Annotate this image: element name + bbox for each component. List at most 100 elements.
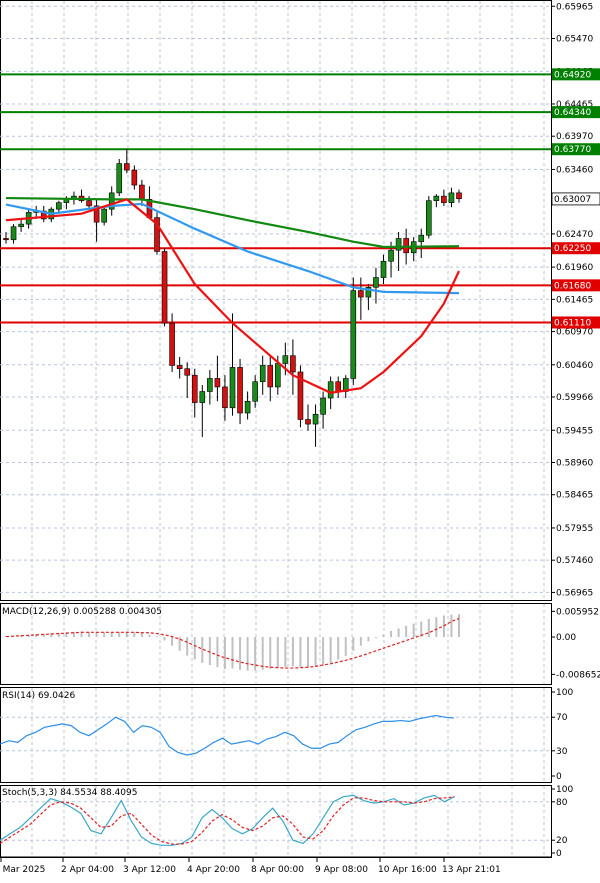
candle-down <box>441 195 447 203</box>
candle-up <box>388 249 394 262</box>
candle-down <box>184 368 190 376</box>
x-tick-label: 2 Apr 04:00 <box>61 865 114 875</box>
rsi-panel <box>0 687 552 783</box>
candle-up <box>433 195 440 201</box>
candle-up <box>395 238 402 251</box>
x-tick-label: 8 Apr 00:00 <box>251 865 304 875</box>
candle-up <box>418 234 425 243</box>
price-tick-label: 0.58960 <box>556 458 593 468</box>
macd-tick-label: 0.005952 <box>556 607 599 617</box>
level-badge <box>552 106 600 119</box>
candle-down <box>131 169 138 186</box>
x-tick-label: 3 Apr 12:00 <box>123 865 176 875</box>
candle-up <box>320 397 326 415</box>
current-price-badge <box>551 192 600 206</box>
candle-up <box>116 163 123 194</box>
price-tick-label: 0.58465 <box>556 491 593 501</box>
candle-down <box>358 290 364 298</box>
price-tick-label: 0.57460 <box>556 556 593 566</box>
price-tick-label: 0.63970 <box>556 132 593 142</box>
candle-down <box>214 378 221 388</box>
candle-up <box>365 287 372 298</box>
candle-up <box>101 208 107 223</box>
price-tick-label: 0.63460 <box>556 165 593 175</box>
stoch-panel <box>0 785 552 858</box>
level-label: 0.63770 <box>554 145 591 155</box>
candle-up <box>425 200 432 236</box>
candle-down <box>161 251 168 324</box>
rsi-line <box>0 714 454 756</box>
level-label: 0.62250 <box>554 244 591 254</box>
candle-down <box>267 365 274 388</box>
candle-up <box>282 355 289 364</box>
level-label: 0.61110 <box>554 318 591 328</box>
candle-down <box>169 322 175 366</box>
candle-down <box>93 205 100 223</box>
rsi-tick-label: 30 <box>556 747 568 757</box>
level-badge <box>552 279 600 292</box>
candle-up <box>274 363 281 388</box>
candle-up <box>252 381 258 402</box>
candle-up <box>10 226 17 241</box>
rsi-tick-label: 100 <box>556 688 573 698</box>
candle-up <box>312 413 319 425</box>
level-badge <box>552 143 600 156</box>
candle-down <box>305 419 311 425</box>
candle-down <box>290 355 296 373</box>
price-tick-label: 0.56965 <box>556 588 593 598</box>
rsi-tick-label: 70 <box>556 713 568 723</box>
price-tick-label: 0.61465 <box>556 295 593 305</box>
price-tick-label: 0.62470 <box>556 230 593 240</box>
price-tick-label: 0.59966 <box>556 393 593 403</box>
candle-down <box>154 217 160 252</box>
x-tick-label: 4 Apr 20:00 <box>187 865 240 875</box>
level-label: 0.61680 <box>554 281 591 291</box>
current-price-label: 0.63007 <box>554 195 591 205</box>
candle-up <box>350 290 357 379</box>
stoch-tick-label: 0 <box>556 849 562 859</box>
macd-tick-label: -0.008652 <box>556 670 600 680</box>
candle-up <box>108 192 115 210</box>
stoch-tick-label: 100 <box>556 785 573 795</box>
price-tick-label: 0.65965 <box>556 2 593 12</box>
candle-down <box>3 238 9 241</box>
candle-up <box>259 365 266 383</box>
x-tick-label: 13 Apr 21:01 <box>442 865 501 875</box>
rsi-tick-label: 0 <box>556 772 562 782</box>
candle-up <box>229 367 236 409</box>
stoch-k-line <box>0 794 455 846</box>
candle-down <box>176 365 183 370</box>
candle-down <box>237 367 243 414</box>
stoch-d-line <box>0 796 455 845</box>
price-panel <box>0 0 552 601</box>
x-tick-label: 1 Mar 2025 <box>0 865 45 875</box>
candle-down <box>456 192 462 200</box>
candle-up <box>56 202 62 210</box>
candle-up <box>327 381 334 399</box>
level-badge <box>552 68 600 81</box>
price-tick-label: 0.61960 <box>556 263 593 273</box>
price-tick-label: 0.60460 <box>556 361 593 371</box>
stoch-tick-label: 80 <box>556 798 568 808</box>
candle-up <box>207 378 213 392</box>
candle-down <box>335 381 342 392</box>
macd-label: MACD(12,26,9) 0.005288 0.004305 <box>2 607 162 617</box>
moving-average-line <box>5 196 460 249</box>
candle-down <box>86 200 92 207</box>
candle-down <box>222 386 228 409</box>
level-label: 0.64340 <box>554 108 591 118</box>
candle-up <box>380 260 387 278</box>
candle-down <box>297 371 304 420</box>
candle-down <box>139 184 145 200</box>
macd-signal-line <box>5 617 460 669</box>
price-tick-label: 0.59455 <box>556 426 593 436</box>
candle-up <box>199 391 206 403</box>
candle-up <box>18 223 24 228</box>
level-badge <box>552 316 600 329</box>
moving-average-line <box>5 198 460 394</box>
x-tick-label: 9 Apr 08:00 <box>315 865 368 875</box>
rsi-label: RSI(14) 69.0426 <box>2 691 75 701</box>
price-tick-label: 0.60970 <box>556 328 593 338</box>
